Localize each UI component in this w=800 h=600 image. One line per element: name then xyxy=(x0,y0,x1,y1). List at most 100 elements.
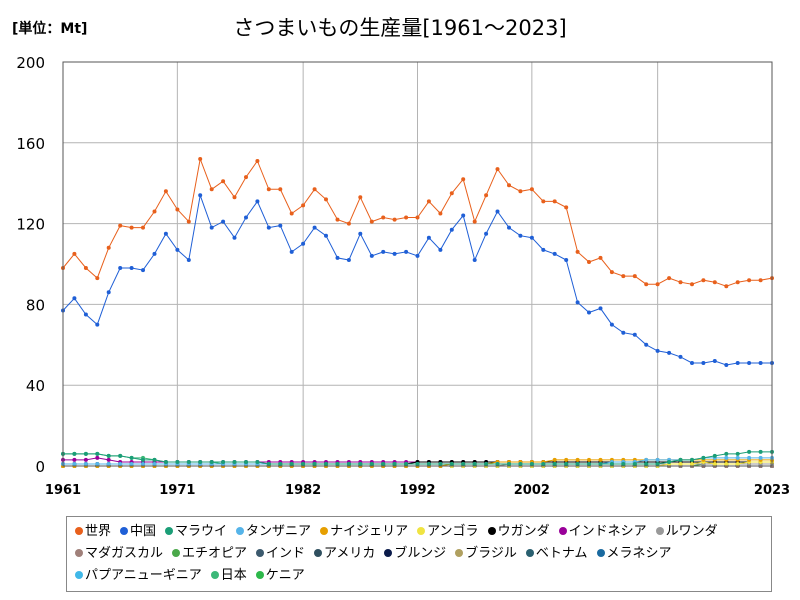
data-point xyxy=(655,282,660,287)
data-point xyxy=(358,195,363,200)
data-point xyxy=(415,253,420,258)
data-point xyxy=(461,462,466,466)
data-point xyxy=(690,457,694,462)
data-point xyxy=(106,290,111,295)
data-point xyxy=(495,462,500,466)
data-point xyxy=(472,219,477,224)
data-point xyxy=(632,274,637,279)
data-point xyxy=(175,247,180,252)
data-point xyxy=(232,235,237,240)
x-tick-label: 1961 xyxy=(45,483,81,498)
data-point xyxy=(529,235,534,240)
data-point xyxy=(655,462,660,466)
data-point xyxy=(701,278,706,283)
data-point xyxy=(118,462,123,466)
data-point xyxy=(655,348,660,353)
data-point xyxy=(129,266,134,270)
data-point xyxy=(278,223,283,228)
data-point xyxy=(507,183,511,188)
legend-label: パプアニューギニア xyxy=(85,568,202,583)
data-point xyxy=(690,282,694,287)
data-point xyxy=(392,217,397,222)
data-point xyxy=(118,266,123,270)
data-point xyxy=(598,462,603,466)
data-point xyxy=(358,231,363,236)
data-point xyxy=(186,460,191,464)
data-point xyxy=(564,258,569,262)
data-point xyxy=(152,457,157,462)
data-point xyxy=(209,225,214,230)
legend-item: ケニア xyxy=(255,565,305,587)
legend-marker xyxy=(655,527,664,535)
data-point xyxy=(609,462,614,466)
data-point xyxy=(335,217,340,222)
data-point xyxy=(587,260,591,264)
legend-item: マラウイ xyxy=(165,521,227,543)
data-point xyxy=(541,462,546,466)
data-point xyxy=(449,462,454,466)
data-point xyxy=(404,249,409,254)
data-point xyxy=(141,462,145,466)
x-tick-label: 1992 xyxy=(399,483,435,498)
data-point xyxy=(95,276,100,281)
data-point xyxy=(541,247,546,252)
data-point xyxy=(83,462,88,466)
data-point xyxy=(301,203,306,208)
data-point xyxy=(712,453,717,458)
legend-item: パプアニューギニア xyxy=(75,565,202,587)
data-point xyxy=(655,457,660,462)
legend-marker xyxy=(487,527,496,535)
legend-label: タンザニア xyxy=(246,524,312,539)
data-point xyxy=(163,460,168,464)
x-tick-label: 2013 xyxy=(640,483,676,498)
data-point xyxy=(358,462,363,466)
data-point xyxy=(518,189,523,194)
legend-item: ナイジェリア xyxy=(320,521,408,543)
grid-lines xyxy=(62,61,773,467)
legend-label: ケニア xyxy=(265,568,305,583)
data-point xyxy=(564,462,569,466)
data-point xyxy=(95,462,100,466)
legend-marker xyxy=(236,527,245,535)
data-point xyxy=(712,280,717,285)
data-point xyxy=(289,249,294,254)
y-tick-label: 160 xyxy=(16,135,45,153)
data-point xyxy=(175,460,180,464)
data-point xyxy=(541,199,546,204)
data-point xyxy=(758,278,763,283)
data-point xyxy=(690,462,694,466)
data-point xyxy=(83,312,88,317)
data-point xyxy=(289,462,294,466)
data-point xyxy=(678,280,683,285)
data-point xyxy=(724,363,729,367)
data-point xyxy=(598,457,603,462)
legend-item: ベトナム xyxy=(525,543,588,565)
data-point xyxy=(426,462,431,466)
data-point xyxy=(266,187,271,192)
data-point xyxy=(335,255,340,260)
x-tick-label: 1982 xyxy=(285,483,321,498)
legend-label: ナイジェリア xyxy=(330,524,409,539)
y-tick-label: 0 xyxy=(35,458,45,476)
data-point xyxy=(484,231,489,236)
data-point xyxy=(244,215,248,220)
legend-marker xyxy=(384,549,393,557)
data-point xyxy=(747,361,752,365)
data-point xyxy=(312,462,317,466)
legend-marker xyxy=(75,571,83,579)
data-point xyxy=(552,462,557,466)
data-point xyxy=(609,270,614,275)
data-point xyxy=(609,322,614,327)
data-point xyxy=(438,211,443,216)
data-point xyxy=(244,175,248,180)
legend-marker xyxy=(314,549,323,557)
legend-marker xyxy=(256,549,265,557)
legend-item: 世界 xyxy=(75,521,111,543)
data-point xyxy=(438,462,443,466)
data-point xyxy=(747,455,752,460)
legend-marker xyxy=(455,549,464,557)
legend-label: 中国 xyxy=(130,524,157,539)
legend-item: タンザニア xyxy=(236,521,311,543)
data-point xyxy=(507,225,511,230)
data-point xyxy=(392,462,397,466)
